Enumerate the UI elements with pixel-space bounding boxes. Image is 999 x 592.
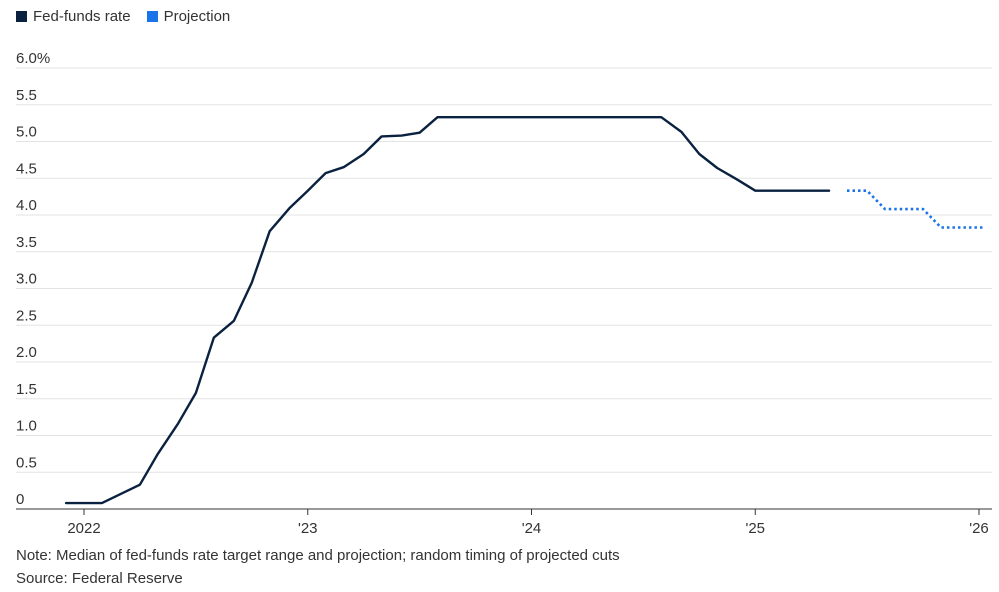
- y-tick-label-0: 0: [16, 491, 24, 508]
- x-tick-label-0: 2022: [67, 520, 100, 537]
- y-tick-label-11: 5.5: [16, 87, 37, 104]
- y-tick-label-8: 4.0: [16, 197, 37, 214]
- legend: Fed-funds rate Projection: [16, 8, 240, 25]
- y-tick-label-4: 2.0: [16, 344, 37, 361]
- y-tick-label-5: 2.5: [16, 307, 37, 324]
- legend-label-fed-funds: Fed-funds rate: [33, 8, 131, 25]
- legend-label-projection: Projection: [163, 8, 231, 25]
- legend-swatch-fed-funds: [16, 11, 27, 22]
- series-lines: [64, 116, 984, 505]
- chart-source: Source: Federal Reserve: [16, 570, 183, 587]
- x-tick-label-3: '25: [745, 520, 765, 537]
- y-axis-tick-labels: 0 0.5 1.0 1.5 2.0 2.5 3.0 3.5 4.0 4.5 5.0 5.5 6.0%: [16, 50, 50, 508]
- y-tick-label-12: 6.0%: [16, 50, 50, 67]
- legend-item-projection: Projection: [146, 8, 231, 25]
- x-tick-label-2: '24: [522, 520, 542, 537]
- y-tick-label-9: 4.5: [16, 160, 37, 177]
- legend-swatch-projection: [146, 11, 158, 22]
- y-tick-label-6: 3.0: [16, 271, 37, 288]
- chart-note: Note: Median of fed-funds rate target ra…: [16, 547, 620, 564]
- x-tick-label-1: '23: [298, 520, 318, 537]
- x-tick-label-4: '26: [969, 520, 989, 537]
- y-tick-label-1: 0.5: [16, 454, 37, 471]
- y-tick-label-2: 1.0: [16, 418, 37, 435]
- series-line-fed-funds: [64, 116, 831, 505]
- grid-lines: [16, 67, 992, 473]
- series-line-projection: [847, 189, 984, 229]
- y-tick-label-7: 3.5: [16, 234, 37, 251]
- x-axis: 2022 '23 '24 '25 '26: [16, 508, 992, 537]
- y-tick-label-10: 5.0: [16, 124, 37, 141]
- legend-item-fed-funds: Fed-funds rate: [16, 8, 131, 25]
- y-tick-label-3: 1.5: [16, 381, 37, 398]
